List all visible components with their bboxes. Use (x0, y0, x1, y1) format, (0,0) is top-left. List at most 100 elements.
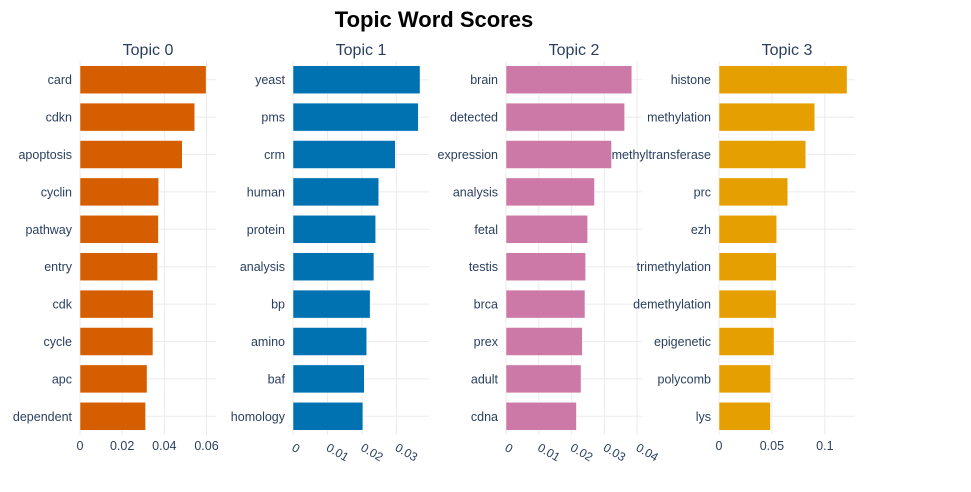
category-label: human (247, 185, 285, 199)
subplot-topic-1: Topic 1 yeast pms crm human protein analysis bp… (231, 42, 429, 464)
bar (292, 102, 419, 132)
category-label: demethylation (633, 298, 711, 312)
bar (79, 252, 158, 281)
category-label: protein (247, 223, 285, 237)
bar (505, 252, 586, 281)
bar (718, 140, 807, 169)
category-label: prc (694, 185, 711, 199)
bar (505, 289, 586, 319)
category-label: adult (471, 372, 499, 386)
bar (718, 289, 777, 319)
bar (292, 327, 367, 356)
x-tick-label: 0.06 (194, 439, 218, 453)
bar (718, 215, 777, 244)
category-label: dependent (13, 410, 73, 424)
category-label: apoptosis (18, 148, 72, 162)
bar (79, 215, 159, 244)
category-label: fetal (474, 223, 498, 237)
category-label: ezh (691, 223, 711, 237)
bar (718, 65, 848, 94)
category-label: expression (438, 148, 498, 162)
category-label: analysis (240, 260, 285, 274)
category-label: polycomb (658, 372, 712, 386)
bar (505, 177, 595, 207)
x-tick-label: 0.01 (324, 440, 352, 464)
category-label: lys (696, 410, 711, 424)
category-label: testis (469, 260, 498, 274)
category-label: cycle (44, 335, 73, 349)
category-label: cdna (471, 410, 498, 424)
category-label: methylation (647, 111, 711, 125)
category-label: card (48, 73, 72, 87)
category-label: brca (474, 298, 498, 312)
bar (79, 327, 154, 356)
bar (292, 215, 376, 244)
x-tick-label: 0.03 (393, 440, 421, 464)
category-label: homology (231, 410, 286, 424)
category-label: trimethylation (637, 260, 711, 274)
bar (79, 177, 159, 207)
bar (505, 65, 633, 94)
x-tick-label: 0.03 (601, 440, 629, 464)
category-label: histone (671, 73, 711, 87)
figure-title: Topic Word Scores (335, 7, 533, 32)
bar (505, 215, 588, 244)
bar (79, 402, 146, 431)
x-tick-label: 0.02 (110, 439, 134, 453)
category-label: amino (251, 335, 285, 349)
bar (292, 402, 364, 431)
category-label: bp (271, 298, 285, 312)
bar (79, 140, 183, 169)
category-label: entry (44, 260, 73, 274)
bar (505, 140, 612, 169)
x-tick-label: 0.04 (152, 439, 176, 453)
bar (292, 140, 396, 169)
x-tick-label: 0.04 (634, 440, 662, 464)
x-tick-label: 0.02 (358, 440, 386, 464)
category-label: analysis (453, 185, 498, 199)
bar (79, 289, 154, 319)
subplot-title: Topic 1 (336, 42, 387, 59)
category-label: methyltransferase (612, 148, 711, 162)
subplot-topic-0: Topic 0 card cdkn apoptosis cyclin pathway ent… (13, 42, 219, 453)
category-label: pathway (25, 223, 72, 237)
category-label: pms (261, 111, 285, 125)
bar (292, 177, 379, 207)
subplot-topic-2: Topic 2 brain detected expression analysis fe… (438, 42, 662, 464)
subplot-title: Topic 2 (549, 42, 600, 59)
category-label: yeast (255, 73, 285, 87)
bar (79, 102, 195, 132)
category-label: brain (470, 73, 498, 87)
category-label: detected (450, 111, 498, 125)
category-label: epigenetic (654, 335, 711, 349)
x-tick-label: 0 (503, 440, 516, 456)
category-label: crm (264, 148, 285, 162)
subplot-title: Topic 3 (762, 42, 813, 59)
x-tick-label: 0.02 (568, 440, 596, 464)
bar (292, 364, 365, 394)
category-label: cdk (53, 298, 73, 312)
x-tick-label: 0.01 (535, 440, 563, 464)
bar (79, 65, 207, 94)
x-tick-label: 0 (290, 440, 303, 456)
x-tick-label: 0 (716, 439, 723, 453)
bar (505, 327, 583, 356)
bar (718, 327, 775, 356)
bar (718, 252, 777, 281)
bar (292, 65, 421, 94)
bar (292, 289, 371, 319)
bar (505, 402, 577, 431)
bar (505, 364, 582, 394)
x-tick-label: 0 (77, 439, 84, 453)
x-tick-label: 0.1 (816, 439, 833, 453)
bar (718, 364, 771, 394)
category-label: baf (268, 372, 286, 386)
category-label: cdkn (46, 111, 72, 125)
category-label: apc (52, 372, 72, 386)
bar (505, 102, 625, 132)
subplot-title: Topic 0 (123, 42, 174, 59)
category-label: prex (474, 335, 499, 349)
subplot-topic-3: Topic 3 histone methylation methyltransfera… (612, 42, 855, 453)
